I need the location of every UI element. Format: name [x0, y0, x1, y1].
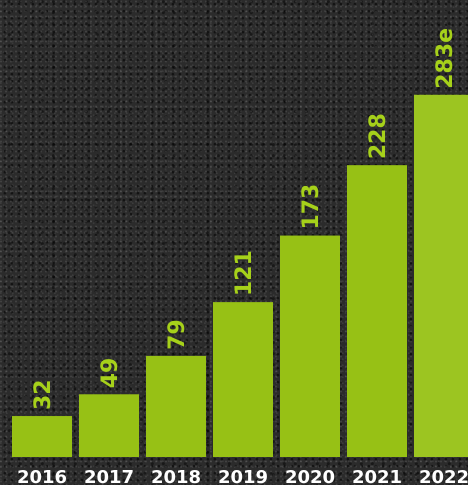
x-tick-label-2018: 2018	[151, 467, 201, 485]
bar-2019	[213, 302, 273, 457]
x-tick-label-2019: 2019	[218, 467, 268, 485]
x-tick-label-2017: 2017	[84, 467, 134, 485]
value-label-2016: 32	[31, 379, 56, 410]
value-label-2017: 49	[98, 358, 123, 389]
bar-2017	[79, 394, 139, 457]
bar-2021	[347, 165, 407, 457]
bar-2020	[280, 235, 340, 457]
value-label-2019: 121	[232, 250, 257, 296]
bar-2016	[12, 416, 72, 457]
value-label-2018: 79	[165, 319, 190, 350]
x-tick-label-2020: 2020	[285, 467, 335, 485]
x-tick-label-2022: 2022	[419, 467, 468, 485]
value-label-2022: 283e	[433, 28, 458, 89]
x-tick-label-2021: 2021	[352, 467, 402, 485]
value-label-2021: 228	[366, 113, 391, 159]
bar-2022	[414, 94, 468, 457]
bar-2018	[146, 355, 206, 457]
x-tick-label-2016: 2016	[17, 467, 67, 485]
value-label-2020: 173	[299, 184, 324, 230]
